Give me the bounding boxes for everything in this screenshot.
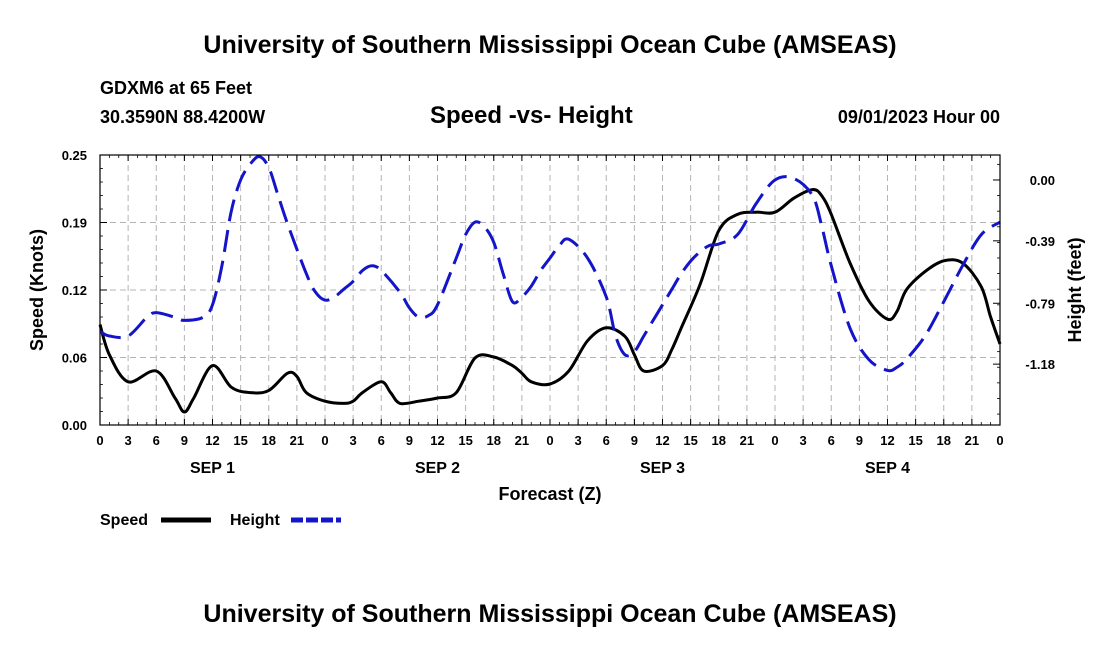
x-tick-label: 9 xyxy=(631,433,638,448)
x-tick-label: 21 xyxy=(515,433,529,448)
station-label: GDXM6 at 65 Feet xyxy=(100,78,253,98)
x-tick-label: 6 xyxy=(603,433,610,448)
x-tick-label: 15 xyxy=(233,433,247,448)
x-tick-label: 0 xyxy=(321,433,328,448)
day-label: SEP 4 xyxy=(865,460,910,477)
x-tick-label: 0 xyxy=(996,433,1003,448)
x-tick-label: 9 xyxy=(181,433,188,448)
x-tick-label: 15 xyxy=(908,433,922,448)
x-tick-label: 12 xyxy=(205,433,219,448)
day-label: SEP 2 xyxy=(415,460,460,477)
x-tick-label: 15 xyxy=(458,433,472,448)
forecast-datetime: 09/01/2023 Hour 00 xyxy=(837,107,1000,127)
day-label: SEP 3 xyxy=(640,460,685,477)
y-axis-left-label: Speed (Knots) xyxy=(27,229,47,351)
y-right-tick-label: 0.00 xyxy=(1030,173,1055,188)
day-label: SEP 1 xyxy=(190,460,235,477)
legend-label-height: Height xyxy=(230,512,280,529)
coordinates-label: 30.3590N 88.4200W xyxy=(100,107,266,127)
x-tick-label: 6 xyxy=(153,433,160,448)
x-tick-label: 3 xyxy=(575,433,582,448)
y-right-tick-label: -0.39 xyxy=(1025,234,1055,249)
y-left-tick-label: 0.00 xyxy=(62,418,87,433)
y-left-tick-label: 0.12 xyxy=(62,283,87,298)
y-left-tick-label: 0.06 xyxy=(62,351,87,366)
y-right-tick-label: -1.18 xyxy=(1025,357,1055,372)
x-tick-label: 15 xyxy=(683,433,697,448)
x-tick-label: 18 xyxy=(712,433,726,448)
x-tick-label: 0 xyxy=(771,433,778,448)
y-left-tick-label: 0.25 xyxy=(62,148,87,163)
x-tick-label: 18 xyxy=(487,433,501,448)
x-tick-label: 9 xyxy=(406,433,413,448)
legend-label-speed: Speed xyxy=(100,512,148,529)
tick-labels: 0 3 6 9 12 15 18 21 0 3 6 9 12 15 18 21 0 3 6 9 12 15 18 21 0 3 6 9… xyxy=(62,148,1055,477)
height-line xyxy=(99,155,1001,373)
x-tick-label: 6 xyxy=(378,433,385,448)
x-tick-label: 0 xyxy=(546,433,553,448)
chart-title: University of Southern Mississippi Ocean… xyxy=(203,31,897,59)
x-tick-label: 3 xyxy=(800,433,807,448)
x-tick-label: 18 xyxy=(262,433,276,448)
y-left-tick-label: 0.19 xyxy=(62,216,87,231)
plot-frame xyxy=(99,154,1001,426)
x-tick-label: 0 xyxy=(96,433,103,448)
x-tick-label: 18 xyxy=(937,433,951,448)
x-tick-label: 12 xyxy=(880,433,894,448)
plot-title: Speed -vs- Height xyxy=(430,102,633,129)
x-tick-label: 21 xyxy=(740,433,754,448)
x-tick-label: 9 xyxy=(856,433,863,448)
x-tick-label: 3 xyxy=(350,433,357,448)
x-tick-label: 6 xyxy=(828,433,835,448)
y-axis-right-label: Height (feet) xyxy=(1065,238,1085,343)
y-right-tick-label: -0.79 xyxy=(1025,296,1055,311)
x-tick-label: 3 xyxy=(125,433,132,448)
footer-title: University of Southern Mississippi Ocean… xyxy=(203,600,897,628)
x-tick-label: 21 xyxy=(965,433,979,448)
x-tick-label: 12 xyxy=(430,433,444,448)
legend: Speed Height xyxy=(100,512,341,529)
x-tick-label: 12 xyxy=(655,433,669,448)
speed-line xyxy=(98,188,1002,414)
x-axis-label: Forecast (Z) xyxy=(498,484,601,504)
chart-series xyxy=(98,155,1002,414)
grid-lines xyxy=(100,155,1000,425)
x-tick-label: 21 xyxy=(290,433,304,448)
